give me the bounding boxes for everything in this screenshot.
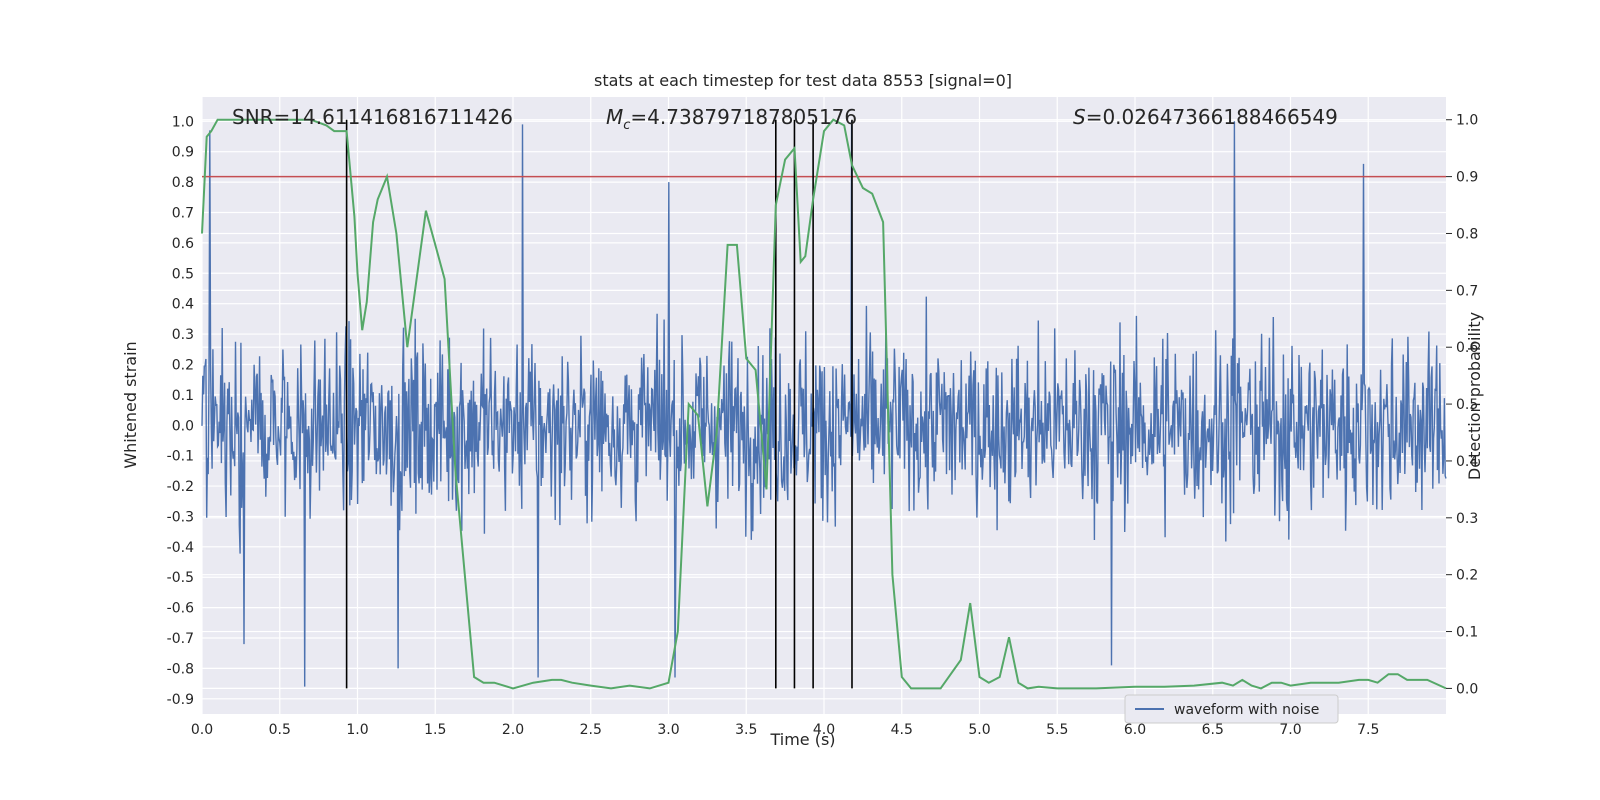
x-tick-label: 4.5 — [891, 722, 913, 738]
y-tick-label: 0.9 — [172, 145, 194, 161]
y-tick-label: 0.8 — [172, 175, 194, 191]
x-tick-label: 2.5 — [580, 722, 602, 738]
y2-tick-label: 0.6 — [1456, 340, 1478, 356]
y2-tick-label: 0.4 — [1456, 454, 1478, 470]
chirp-mass-value: =4.738797187805176 — [630, 105, 857, 129]
y2-axis-label: Detection probability — [1465, 312, 1484, 480]
y-tick-label: 0.0 — [172, 418, 194, 434]
chart-title: stats at each timestep for test data 855… — [594, 71, 1012, 90]
y2-tick-label: 0.9 — [1456, 170, 1478, 186]
right-axis-ticks: 1.0 0.9 0.8 0.7 0.6 0.5 0.4 0.3 0.2 0.1 0.0 — [1446, 113, 1478, 697]
y-tick-label: -0.2 — [167, 479, 194, 495]
x-axis-label: Time (s) — [769, 730, 835, 749]
left-axis-ticks: 1.0 0.9 0.8 0.7 0.6 0.5 0.4 0.3 0.2 0.1 0.0 -0.1 -0.… — [167, 114, 194, 707]
x-tick-label: 7.0 — [1279, 722, 1301, 738]
x-tick-label: 0.0 — [191, 722, 213, 738]
y2-tick-label: 0.8 — [1456, 226, 1478, 242]
x-tick-label: 1.5 — [424, 722, 446, 738]
chirp-mass-symbol: M — [606, 105, 623, 129]
y-tick-label: -0.8 — [167, 661, 194, 677]
waveform-line — [201, 121, 1447, 687]
y2-tick-label: 1.0 — [1456, 113, 1478, 129]
x-tick-label: 5.5 — [1046, 722, 1068, 738]
y-tick-label: -0.5 — [167, 570, 194, 586]
y-tick-label: 0.5 — [172, 266, 194, 282]
y-tick-label: -0.1 — [167, 449, 194, 465]
y2-tick-label: 0.7 — [1456, 283, 1478, 299]
x-tick-label: 4.0 — [813, 722, 835, 738]
x-tick-label: 5.0 — [968, 722, 990, 738]
chirp-mass-subscript: c — [623, 118, 630, 133]
legend-label: waveform with noise — [1174, 702, 1319, 718]
y2-tick-label: 0.3 — [1456, 511, 1478, 527]
s-annotation: S=0.02647366188466549 — [1073, 105, 1338, 129]
probability-line — [201, 118, 1447, 690]
y2-tick-label: 0.1 — [1456, 625, 1478, 641]
probability-series — [201, 118, 1447, 690]
y-axis-label: Whitened strain — [121, 341, 140, 468]
x-tick-label: 1.0 — [346, 722, 368, 738]
x-tick-label: 6.0 — [1124, 722, 1146, 738]
x-tick-label: 0.5 — [269, 722, 291, 738]
y-tick-label: -0.9 — [167, 692, 194, 708]
y2-tick-label: 0.2 — [1456, 568, 1478, 584]
y-tick-label: 0.4 — [172, 297, 194, 313]
legend-box — [1124, 694, 1339, 724]
s-symbol: S — [1073, 105, 1086, 129]
y-tick-label: -0.7 — [167, 631, 194, 647]
y-tick-label: 1.0 — [172, 114, 194, 130]
x-tick-label: 3.5 — [735, 722, 757, 738]
snr-annotation: SNR=14.611416816711426 — [232, 105, 513, 129]
chirp-mass-annotation: Mc=4.738797187805176 — [606, 105, 857, 133]
y-tick-label: 0.7 — [172, 205, 194, 221]
y2-tick-label: 0.0 — [1456, 681, 1478, 697]
y-tick-label: -0.3 — [167, 509, 194, 525]
y2-tick-label: 0.5 — [1456, 397, 1478, 413]
waveform-series — [201, 121, 1447, 687]
y-tick-label: 0.1 — [172, 388, 194, 404]
y-tick-label: 0.2 — [172, 357, 194, 373]
s-value: =0.02647366188466549 — [1086, 105, 1338, 129]
x-tick-label: 3.0 — [657, 722, 679, 738]
y-tick-label: -0.6 — [167, 601, 194, 617]
x-tick-label: 6.5 — [1202, 722, 1224, 738]
legend: waveform with noise — [1124, 694, 1339, 724]
y-tick-label: 0.6 — [172, 236, 194, 252]
x-axis-ticks: 0.0 0.5 1.0 1.5 2.0 2.5 3.0 3.5 4.0 4.5 5.0 5.5 6.0 6… — [191, 722, 1380, 738]
y-tick-label: 0.3 — [172, 327, 194, 343]
y-tick-label: -0.4 — [167, 540, 194, 556]
x-tick-label: 7.5 — [1357, 722, 1379, 738]
x-tick-label: 2.0 — [502, 722, 524, 738]
